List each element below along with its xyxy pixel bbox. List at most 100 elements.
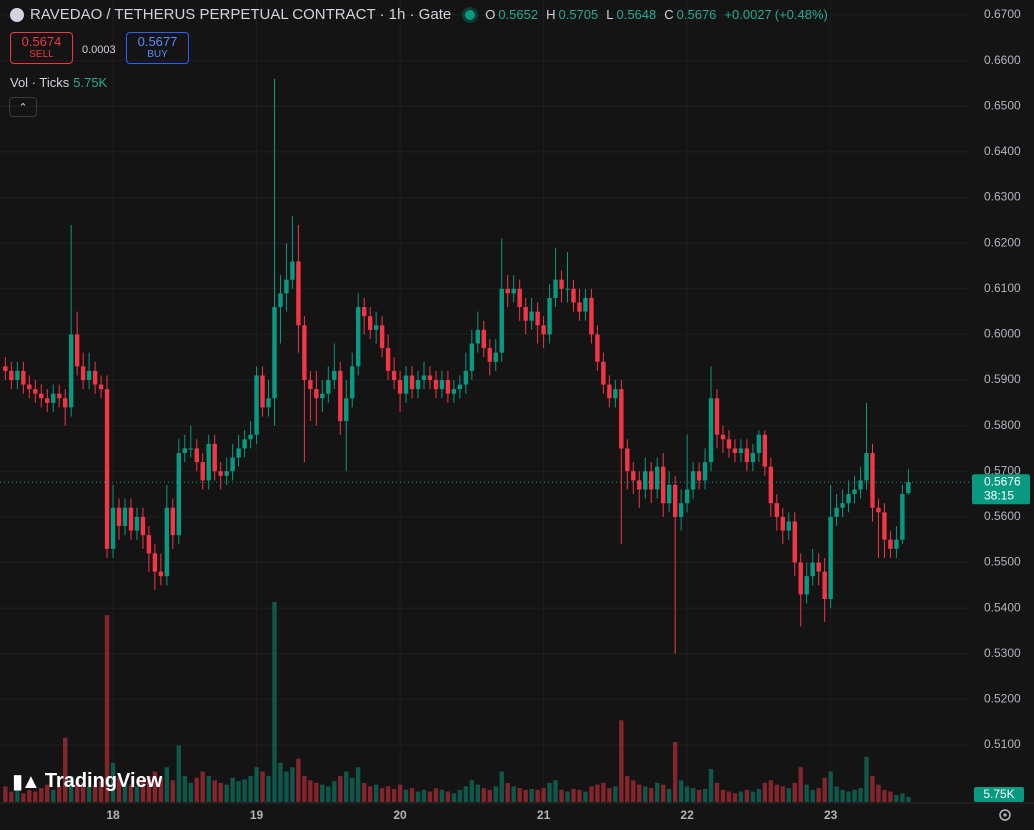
volume-bar [672, 742, 678, 802]
candle-body [553, 279, 558, 298]
volume-bar [750, 791, 756, 802]
candle-body [176, 453, 182, 536]
volume-bar [27, 789, 32, 802]
candle-body [170, 507, 176, 536]
market-status[interactable] [465, 9, 476, 20]
x-tick-label: 21 [537, 808, 551, 822]
volume-bar [655, 782, 660, 802]
volume-bar [242, 779, 247, 802]
candle-body [882, 512, 887, 540]
candle-body [338, 370, 343, 422]
volume-bar [786, 788, 791, 802]
buy-button[interactable]: 0.5677 BUY [126, 32, 189, 64]
sell-price: 0.5674 [21, 34, 62, 49]
candle-body [445, 380, 451, 394]
candle-body [493, 352, 498, 362]
volume-bar [62, 737, 68, 802]
volume-bar [517, 788, 522, 802]
change: +0.0027 [724, 7, 772, 22]
collapse-button[interactable]: ⌃ [9, 97, 37, 117]
candle-body [774, 503, 780, 517]
volume-bar [511, 786, 516, 802]
candle-body [535, 311, 540, 326]
volume-bar [110, 762, 116, 802]
volume-bar [68, 775, 74, 802]
volume-bar [876, 784, 881, 802]
volume-bar [900, 793, 905, 802]
candle-body [51, 393, 56, 403]
ohlc-letter: O [485, 7, 496, 22]
candle-body [356, 307, 361, 367]
volume-bar [57, 786, 62, 802]
sell-button[interactable]: 0.5674 SELL [10, 32, 73, 64]
volume-bar [134, 786, 140, 802]
candle-body [57, 393, 62, 399]
candle-body [690, 471, 696, 490]
candle-body [523, 307, 528, 321]
x-tick-label: 19 [250, 808, 264, 822]
branding[interactable]: ▮▲ TradingView [12, 769, 162, 794]
candle-body [284, 279, 289, 294]
volume-bar [684, 786, 690, 802]
volume-bar [164, 767, 170, 802]
volume-bar [481, 788, 486, 802]
volume-bar [858, 788, 863, 802]
volume-bar [547, 782, 552, 802]
volume-bar [607, 788, 612, 802]
candle-body [367, 316, 373, 330]
symbol-title[interactable]: RAVEDAO / TETHERUS PERPETUAL CONTRACT · … [30, 6, 452, 23]
ohlc-legend: O 0.5652 H 0.5705 L 0.5648 C 0.5676 +0.0027 … [485, 7, 828, 22]
candle-body [33, 389, 38, 394]
volume-bar [804, 784, 809, 802]
volume-bar [433, 788, 439, 802]
volume-bar [493, 786, 498, 802]
volume-bar [744, 789, 750, 802]
candle-body [589, 297, 594, 335]
candle-body [242, 439, 247, 449]
candle-body [182, 448, 187, 454]
volume-bar [666, 788, 672, 802]
volume-bar [714, 782, 720, 802]
candle-body [529, 311, 534, 321]
volume-bar [182, 775, 187, 802]
x-tick-label: 18 [106, 808, 120, 822]
volume-bar [816, 788, 821, 802]
volume-bar [33, 791, 38, 802]
volume-bar [852, 789, 857, 802]
candle-body [3, 366, 8, 371]
volume-bar [128, 784, 134, 802]
volume-bar [780, 786, 785, 802]
candle-body [104, 389, 110, 549]
volume-bar [774, 784, 780, 802]
candle-body [344, 398, 349, 422]
volume-bar [344, 771, 349, 802]
volume-bar [475, 784, 481, 802]
volume-bar [834, 786, 839, 802]
volume-bar [290, 767, 295, 802]
volume-bar [158, 777, 164, 802]
volume-bar [326, 786, 331, 802]
y-tick-label: 0.5400 [984, 600, 1021, 614]
candle-body [272, 307, 277, 399]
candle-body [684, 489, 690, 504]
candle-body [798, 562, 803, 595]
candle-body [158, 571, 164, 577]
candle-body [511, 288, 516, 294]
volume-bar [882, 789, 887, 802]
volume-bar [439, 789, 445, 802]
y-tick-label: 0.6700 [984, 7, 1021, 21]
volume-bar [86, 786, 92, 802]
candle-body [254, 375, 259, 435]
candle-body [134, 516, 140, 531]
candle-body [224, 471, 229, 476]
candle-body [68, 334, 74, 408]
candle-body [206, 443, 211, 481]
volume-legend-title[interactable]: Vol · Ticks [10, 75, 70, 90]
candle-body [302, 325, 307, 381]
volume-bar [278, 762, 283, 802]
candle-body [278, 293, 283, 308]
settings-button[interactable] [999, 809, 1011, 821]
volume-bar [80, 782, 86, 802]
candle-body [744, 448, 750, 463]
